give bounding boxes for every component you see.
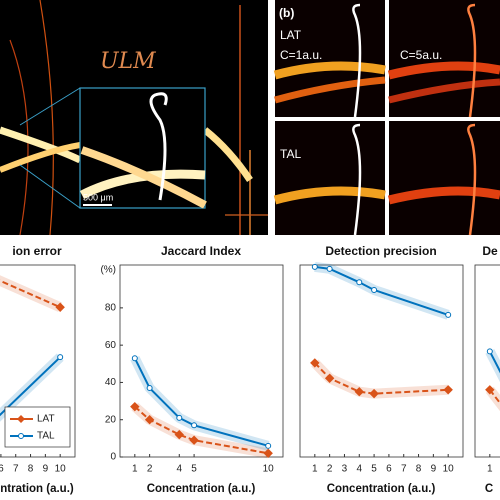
y-tick-label: 20 — [105, 414, 117, 425]
x-tick-label: 9 — [43, 464, 49, 475]
condition-label: C=5a.u. — [400, 48, 442, 62]
chart-title: Detection precision — [325, 244, 436, 258]
legend-box — [4, 406, 71, 448]
x-tick-label: 2 — [147, 464, 153, 475]
marker — [57, 354, 64, 361]
marker — [176, 414, 183, 421]
x-tick-label: 8 — [28, 464, 34, 475]
marker — [130, 401, 140, 412]
y-tick-label: 40 — [105, 377, 117, 388]
series-line — [134, 405, 269, 455]
legend-marker — [17, 415, 25, 423]
x-axis-label: C — [485, 483, 493, 495]
legend-label: TAL — [37, 431, 55, 442]
y-axis-label: (%) — [100, 265, 116, 276]
marker — [371, 286, 378, 293]
marker — [174, 429, 184, 440]
x-tick-label: 1 — [132, 464, 138, 475]
marker — [131, 355, 138, 362]
y-tick-label: 80 — [105, 303, 117, 314]
y-tick-label: 60 — [105, 340, 117, 351]
x-tick-label: 6 — [0, 464, 4, 475]
x-tick-label: 10 — [443, 464, 455, 475]
x-tick-label: 5 — [191, 464, 197, 475]
marker — [326, 265, 333, 272]
x-tick-label: 9 — [431, 464, 437, 475]
x-tick-label: 10 — [263, 464, 275, 475]
marker — [55, 302, 65, 312]
marker — [265, 442, 272, 449]
x-tick-label: 10 — [55, 464, 67, 475]
ulm-label: ULM — [100, 49, 156, 74]
chart-title: De — [482, 244, 498, 258]
series-line — [314, 362, 449, 395]
x-tick-label: 4 — [176, 464, 182, 475]
x-tick-label: 3 — [342, 464, 348, 475]
y-tick-label: 0 — [110, 452, 116, 463]
marker — [146, 385, 153, 392]
chart-title: ion error — [12, 244, 62, 258]
x-tick-label: 5 — [371, 464, 377, 475]
x-tick-label: 4 — [356, 464, 362, 475]
series-line — [489, 389, 500, 405]
condition-label: C=1a.u. — [280, 48, 322, 62]
x-axis-label: ntration (a.u.) — [0, 483, 74, 495]
image-panel-b: (b) LAT C=1a.u. C=5a.u. TAL — [273, 0, 500, 236]
x-tick-label: 8 — [416, 464, 422, 475]
marker — [443, 385, 453, 395]
marker — [144, 415, 155, 425]
series-line — [0, 356, 61, 417]
scale-label: 500 μm — [83, 192, 113, 202]
image-panel-a: ULM 500 μm — [0, 0, 268, 236]
marker — [191, 422, 198, 429]
row-label: LAT — [280, 28, 302, 42]
legend-label: LAT — [37, 414, 55, 425]
series-line — [0, 279, 61, 309]
marker — [445, 311, 452, 318]
plot-frame — [299, 264, 464, 458]
panel-label: (b) — [279, 6, 294, 20]
marker — [189, 435, 199, 445]
marker — [356, 279, 363, 286]
legend-marker — [18, 433, 24, 439]
x-axis-label: Concentration (a.u.) — [147, 483, 256, 495]
x-tick-label: 1 — [487, 464, 493, 475]
row-label: TAL — [280, 147, 301, 161]
x-axis-label: Concentration (a.u.) — [327, 483, 436, 495]
marker — [485, 385, 495, 395]
marker — [486, 348, 493, 355]
x-tick-label: 7 — [13, 464, 19, 475]
x-tick-label: 2 — [327, 464, 333, 475]
x-tick-label: 6 — [386, 464, 392, 475]
marker — [263, 448, 273, 458]
x-tick-label: 7 — [401, 464, 407, 475]
marker — [310, 358, 320, 368]
marker — [311, 263, 318, 270]
chart-title: Jaccard Index — [161, 244, 241, 258]
plot-frame — [119, 264, 284, 458]
series-line — [488, 350, 500, 374]
x-tick-label: 1 — [312, 464, 318, 475]
marker — [324, 373, 335, 383]
marker — [369, 388, 379, 399]
marker — [354, 387, 364, 397]
